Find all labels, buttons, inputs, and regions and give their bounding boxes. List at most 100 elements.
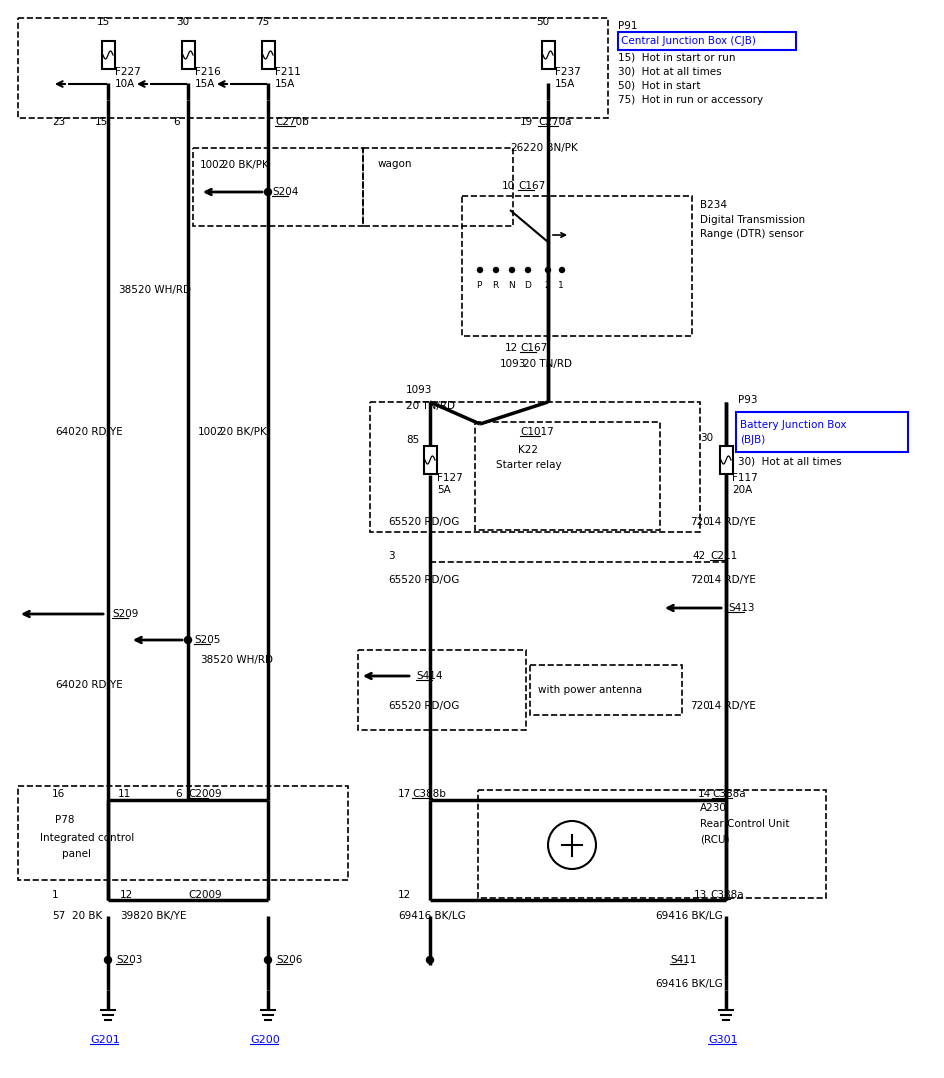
Bar — [530, 665, 682, 715]
Text: Battery Junction Box: Battery Junction Box — [740, 420, 847, 430]
Bar — [424, 446, 436, 474]
Text: 262: 262 — [510, 143, 530, 153]
Text: 42: 42 — [692, 551, 705, 561]
Text: 11: 11 — [118, 789, 131, 799]
Text: panel: panel — [62, 849, 91, 859]
Text: A230: A230 — [700, 803, 727, 813]
Bar — [478, 790, 826, 898]
Text: 75: 75 — [257, 17, 270, 27]
Text: wagon: wagon — [378, 158, 413, 169]
Text: C2009: C2009 — [188, 789, 222, 799]
Text: 655: 655 — [388, 517, 408, 527]
Text: 14: 14 — [698, 789, 711, 799]
Text: 694: 694 — [655, 911, 675, 921]
Text: 6: 6 — [173, 118, 179, 127]
Text: 20 WH/RD: 20 WH/RD — [220, 655, 273, 665]
Text: C388a: C388a — [712, 789, 746, 799]
Text: 14 RD/YE: 14 RD/YE — [708, 517, 756, 527]
Text: 694: 694 — [655, 979, 675, 989]
Text: 13: 13 — [694, 890, 707, 900]
Text: C167: C167 — [520, 343, 548, 353]
Text: F237: F237 — [555, 67, 581, 77]
Text: 15A: 15A — [555, 79, 576, 89]
Text: F216: F216 — [195, 67, 221, 77]
Text: 16: 16 — [52, 789, 65, 799]
Text: 75)  Hot in run or accessory: 75) Hot in run or accessory — [618, 95, 763, 105]
Bar — [462, 196, 692, 336]
Text: 694: 694 — [398, 911, 418, 921]
Text: F227: F227 — [115, 67, 141, 77]
Text: 57: 57 — [52, 911, 65, 921]
Text: 17: 17 — [398, 789, 412, 799]
Text: N: N — [508, 280, 514, 290]
Text: 15: 15 — [96, 17, 110, 27]
Text: 655: 655 — [388, 575, 408, 585]
Text: 50: 50 — [536, 17, 549, 27]
Text: 655: 655 — [388, 701, 408, 711]
Text: F117: F117 — [732, 473, 758, 483]
Text: 14 RD/YE: 14 RD/YE — [708, 575, 756, 585]
Bar — [102, 41, 114, 69]
Text: P: P — [476, 280, 481, 290]
Text: S204: S204 — [272, 186, 298, 197]
Text: C388a: C388a — [710, 890, 744, 900]
Text: C1017: C1017 — [520, 427, 554, 437]
Bar — [475, 421, 660, 530]
Text: Integrated control: Integrated control — [40, 833, 134, 843]
Text: 1002: 1002 — [200, 160, 227, 170]
Text: 385: 385 — [200, 655, 220, 665]
Text: 3: 3 — [388, 551, 395, 561]
Text: 1: 1 — [52, 890, 59, 900]
Circle shape — [560, 267, 565, 273]
Text: S414: S414 — [416, 671, 443, 681]
Text: 2: 2 — [544, 280, 549, 290]
Text: Digital Transmission: Digital Transmission — [700, 215, 805, 225]
Text: 20 RD/OG: 20 RD/OG — [408, 517, 460, 527]
Text: 640: 640 — [55, 427, 75, 437]
Text: 15A: 15A — [275, 79, 295, 89]
Text: 20 TN/RD: 20 TN/RD — [406, 401, 455, 411]
Text: (BJB): (BJB) — [740, 436, 766, 445]
Text: S206: S206 — [276, 955, 302, 965]
Text: 30: 30 — [177, 17, 190, 27]
Bar — [18, 786, 348, 880]
Text: with power antenna: with power antenna — [538, 685, 642, 695]
Text: 30)  Hot at all times: 30) Hot at all times — [738, 457, 842, 467]
Circle shape — [184, 636, 192, 644]
Text: C270a: C270a — [538, 118, 571, 127]
Bar — [358, 650, 526, 730]
Bar — [261, 41, 275, 69]
Text: Rear Control Unit: Rear Control Unit — [700, 819, 789, 829]
Text: 20A: 20A — [732, 485, 752, 495]
Text: C388b: C388b — [412, 789, 446, 799]
Text: S411: S411 — [670, 955, 697, 965]
Text: 15A: 15A — [195, 79, 215, 89]
Circle shape — [264, 189, 272, 195]
Text: 640: 640 — [55, 680, 75, 690]
Text: S209: S209 — [112, 609, 139, 619]
Text: 20 BK/PK: 20 BK/PK — [222, 160, 269, 170]
Text: 1: 1 — [558, 280, 564, 290]
Bar — [193, 148, 363, 226]
Text: Range (DTR) sensor: Range (DTR) sensor — [700, 229, 803, 239]
Text: 1002: 1002 — [198, 427, 225, 437]
Text: G201: G201 — [90, 1035, 120, 1045]
Text: (RCU): (RCU) — [700, 835, 730, 845]
Text: 398: 398 — [120, 911, 140, 921]
Text: 30: 30 — [700, 433, 713, 443]
Text: C2009: C2009 — [188, 890, 222, 900]
Bar — [618, 32, 796, 50]
Bar — [719, 446, 733, 474]
Text: P93: P93 — [738, 395, 757, 405]
Text: Central Junction Box (CJB): Central Junction Box (CJB) — [621, 36, 756, 46]
Text: 20 RD/YE: 20 RD/YE — [75, 427, 123, 437]
Text: 6: 6 — [175, 789, 181, 799]
Text: P91: P91 — [618, 20, 637, 31]
Text: 85: 85 — [406, 436, 419, 445]
Bar — [736, 412, 908, 452]
Text: Starter relay: Starter relay — [496, 460, 562, 470]
Text: S413: S413 — [728, 603, 754, 613]
Circle shape — [105, 956, 111, 964]
Text: 20 BK/YE: 20 BK/YE — [140, 911, 187, 921]
Circle shape — [526, 267, 531, 273]
